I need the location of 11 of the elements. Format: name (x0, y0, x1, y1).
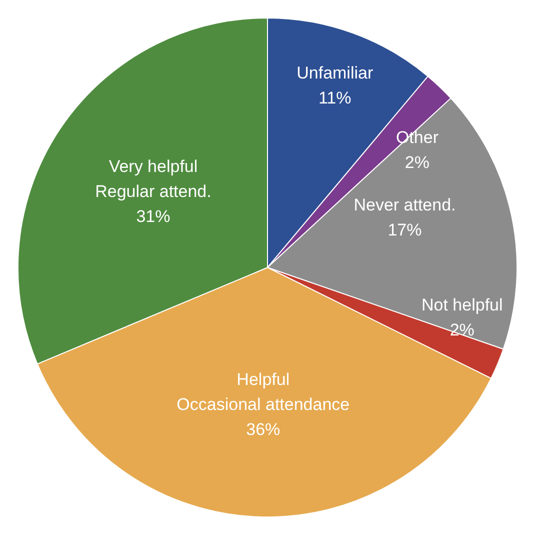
data-label: 2% (404, 153, 430, 172)
data-label: 31% (136, 206, 170, 226)
data-label: 11% (318, 88, 352, 108)
data-label: 36% (246, 420, 280, 440)
data-label: 17% (388, 220, 422, 240)
slice-label: Never attend. (354, 196, 456, 215)
data-label: 2% (450, 320, 474, 340)
slice-label: Helpful Occasional attendance (176, 370, 350, 414)
slice-label: Very helpful Regular attend. (95, 157, 212, 201)
slice-label: Not helpful (422, 295, 503, 314)
slice-label: Unfamiliar (296, 63, 374, 82)
